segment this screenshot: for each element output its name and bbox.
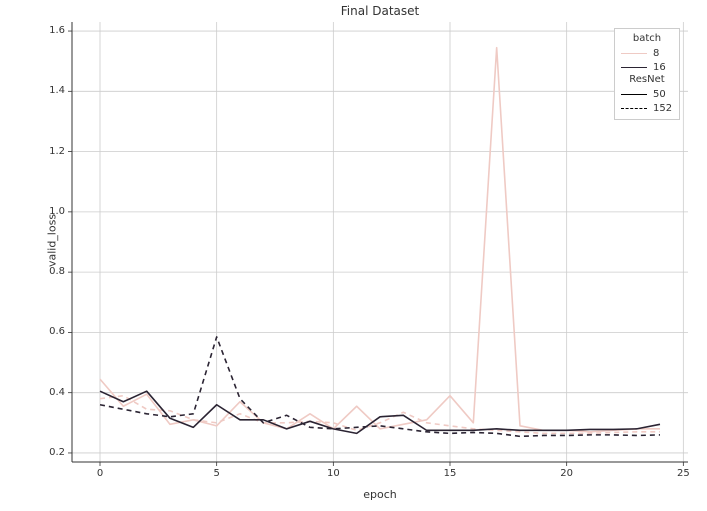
legend-swatch (621, 53, 647, 54)
legend-item: 8 (621, 46, 673, 60)
legend-swatch (621, 94, 647, 95)
line-chart (0, 0, 707, 511)
legend-item: 50 (621, 87, 673, 101)
y-tick-label: 0.2 (49, 447, 65, 458)
y-tick-label: 0.8 (49, 266, 65, 277)
legend-label: 8 (653, 48, 673, 59)
y-tick-label: 1.4 (49, 85, 65, 96)
x-tick-label: 0 (85, 468, 115, 479)
y-tick-label: 1.6 (49, 25, 65, 36)
y-tick-label: 1.2 (49, 146, 65, 157)
legend-label: 16 (653, 62, 673, 73)
figure: { "title": "Final Dataset", "xlabel": "e… (0, 0, 707, 511)
legend-title: ResNet (621, 74, 673, 85)
legend-label: 50 (653, 89, 673, 100)
legend-swatch (621, 108, 647, 109)
x-tick-label: 20 (552, 468, 582, 479)
x-tick-label: 25 (668, 468, 698, 479)
x-tick-label: 15 (435, 468, 465, 479)
legend-item: 152 (621, 101, 673, 115)
legend: batch 8 16ResNet 50 152 (614, 28, 680, 120)
legend-title: batch (621, 33, 673, 44)
y-tick-label: 1.0 (49, 206, 65, 217)
legend-label: 152 (653, 103, 673, 114)
legend-item: 16 (621, 60, 673, 74)
y-tick-label: 0.4 (49, 387, 65, 398)
x-axis-label: epoch (72, 488, 688, 501)
x-tick-label: 10 (318, 468, 348, 479)
x-tick-label: 5 (202, 468, 232, 479)
legend-swatch (621, 67, 647, 68)
y-tick-label: 0.6 (49, 326, 65, 337)
